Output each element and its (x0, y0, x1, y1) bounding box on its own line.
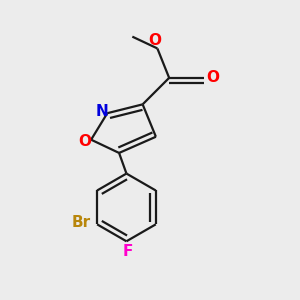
Text: O: O (206, 70, 219, 86)
Text: F: F (123, 244, 133, 259)
Text: O: O (78, 134, 91, 149)
Text: Br: Br (71, 215, 91, 230)
Text: N: N (96, 104, 108, 119)
Text: O: O (148, 33, 161, 48)
